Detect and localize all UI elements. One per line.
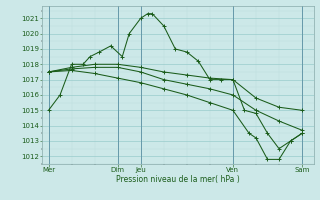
X-axis label: Pression niveau de la mer( hPa ): Pression niveau de la mer( hPa ) (116, 175, 239, 184)
